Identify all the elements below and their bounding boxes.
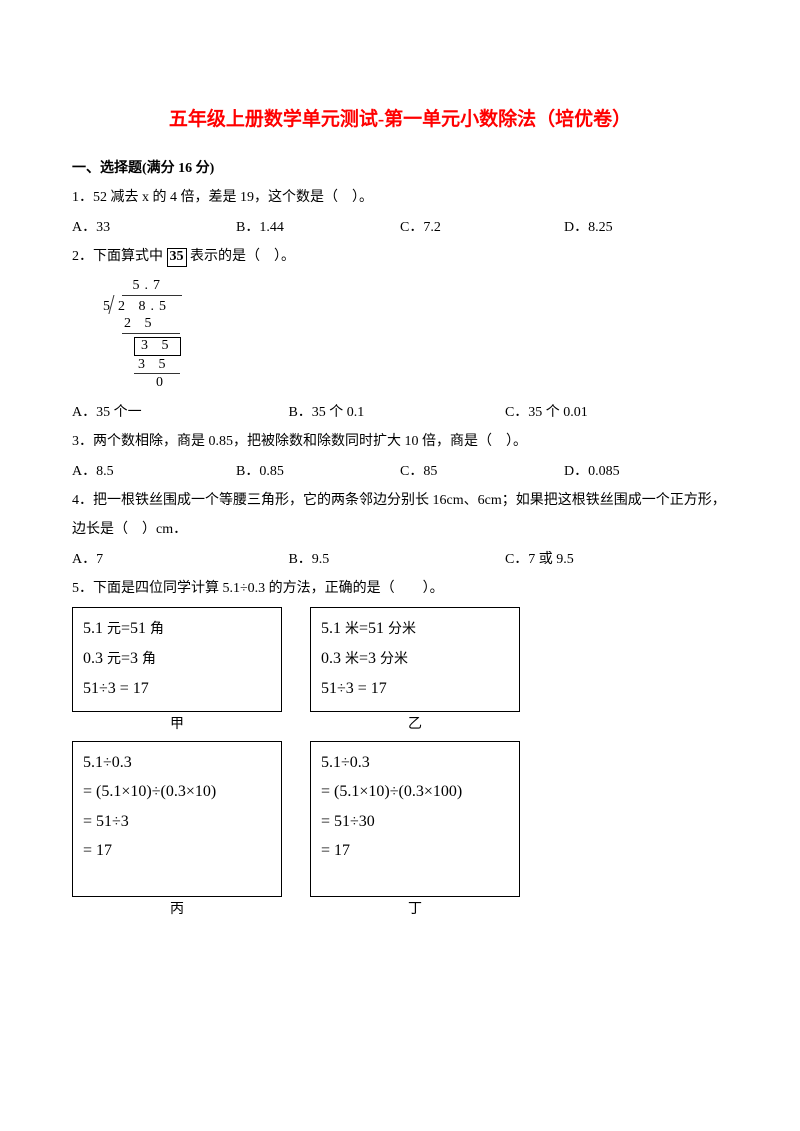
jia-l1: 5.1 元=51 角	[83, 614, 271, 644]
bing-l2: = (5.1×10)÷(0.3×10)	[83, 777, 271, 807]
yi-l3: 51÷3 = 17	[321, 674, 509, 704]
q5-stem: 5．下面是四位同学计算 5.1÷0.3 的方法，正确的是（ ）。	[72, 574, 728, 603]
q4-stem-line1: 4．把一根铁丝围成一个等腰三角形，它的两条邻边分别长 16cm、6cm；如果把这…	[72, 486, 728, 515]
ding-l3: = 51÷30	[321, 807, 509, 837]
jia-l2: 0.3 元=3 角	[83, 644, 271, 674]
q3-opt-a: A．8.5	[72, 457, 236, 486]
yi-l1b: =51	[359, 620, 388, 637]
q2-opt-c: C．35 个 0.01	[505, 398, 721, 427]
q3-stem-a: 3．两个数相除，商是 0.85，把被除数和除数同时扩大 10 倍，商是（	[72, 434, 492, 449]
jia-l2a: 0.3	[83, 650, 107, 667]
jia-l1u: 元	[107, 622, 121, 637]
jia-l1a: 5.1	[83, 620, 107, 637]
yi-l2b: =3	[359, 650, 380, 667]
q2-stem-b: 表示的是（	[190, 249, 260, 264]
q2-opt-b: B．35 个 0.1	[288, 398, 504, 427]
page: 五年级上册数学单元测试-第一单元小数除法（培优卷） 一、选择题(满分 16 分)…	[0, 0, 800, 1131]
division-quotient: 5.7	[122, 277, 182, 296]
q2-opt-a: A．35 个一	[72, 398, 288, 427]
q4-options: A．7 B．9.5 C．7 或 9.5	[72, 545, 728, 574]
bing-l1: 5.1÷0.3	[83, 748, 271, 778]
q1-opt-b: B．1.44	[236, 213, 400, 242]
methods-row-2: 5.1÷0.3 = (5.1×10)÷(0.3×10) = 51÷3 = 17 …	[72, 741, 728, 921]
method-jia-box: 5.1 元=51 角 0.3 元=3 角 51÷3 = 17	[72, 607, 282, 712]
q4-opt-a: A．7	[72, 545, 288, 574]
q1-opt-a: A．33	[72, 213, 236, 242]
jia-l2b: =3	[121, 650, 142, 667]
yi-l2u2: 分米	[380, 652, 408, 667]
division-boxed35: 3 5	[134, 337, 181, 356]
jia-label: 甲	[72, 714, 282, 736]
q2-stem-a: 2．下面算式中	[72, 249, 163, 264]
yi-l1a: 5.1	[321, 620, 345, 637]
yi-l2: 0.3 米=3 分米	[321, 644, 509, 674]
jia-l1b: =51	[121, 620, 150, 637]
q3-stem-b: ）。	[506, 434, 527, 449]
method-ding: 5.1÷0.3 = (5.1×10)÷(0.3×100) = 51÷30 = 1…	[310, 741, 520, 921]
ding-l2: = (5.1×10)÷(0.3×100)	[321, 777, 509, 807]
method-bing-box: 5.1÷0.3 = (5.1×10)÷(0.3×10) = 51÷3 = 17	[72, 741, 282, 897]
method-yi: 5.1 米=51 分米 0.3 米=3 分米 51÷3 = 17 乙	[310, 607, 520, 736]
yi-l2u: 米	[345, 652, 359, 667]
yi-l1u: 米	[345, 622, 359, 637]
page-title-text: 五年级上册数学单元测试-第一单元小数除法（培优卷）	[169, 109, 631, 130]
q4-stem-line2: 边长是（ ）cm．	[72, 515, 728, 544]
division-dividend: 2 8.5	[112, 296, 184, 316]
q4-opt-c: C．7 或 9.5	[505, 545, 721, 574]
yi-l2a: 0.3	[321, 650, 345, 667]
division-step1: 2 5	[122, 315, 244, 333]
bing-l3: = 51÷3	[83, 807, 271, 837]
jia-l1u2: 角	[150, 622, 164, 637]
q1-opt-c: C．7.2	[400, 213, 564, 242]
ding-l1: 5.1÷0.3	[321, 748, 509, 778]
method-ding-box: 5.1÷0.3 = (5.1×10)÷(0.3×100) = 51÷30 = 1…	[310, 741, 520, 897]
method-yi-box: 5.1 米=51 分米 0.3 米=3 分米 51÷3 = 17	[310, 607, 520, 712]
page-title: 五年级上册数学单元测试-第一单元小数除法（培优卷）	[72, 100, 728, 140]
q2-options: A．35 个一 B．35 个 0.1 C．35 个 0.01	[72, 398, 728, 427]
q3-opt-b: B．0.85	[236, 457, 400, 486]
yi-l1: 5.1 米=51 分米	[321, 614, 509, 644]
long-division: 5.7 5 2 8.5 2 5 3 5 3 5 0	[94, 277, 244, 391]
q2-stem-c: ）。	[274, 249, 295, 264]
q1-stem-b: ）。	[352, 190, 373, 205]
q1-opt-d: D．8.25	[564, 213, 728, 242]
q2-stem: 2．下面算式中 35 表示的是（ ）。	[72, 242, 728, 271]
q1-stem: 1．52 减去 x 的 4 倍，差是 19，这个数是（ ）。	[72, 183, 728, 212]
yi-l1u2: 分米	[388, 622, 416, 637]
method-jia: 5.1 元=51 角 0.3 元=3 角 51÷3 = 17 甲	[72, 607, 282, 736]
jia-l3: 51÷3 = 17	[83, 674, 271, 704]
yi-label: 乙	[310, 714, 520, 736]
q2-boxed: 35	[167, 248, 187, 267]
ding-l4: = 17	[321, 836, 509, 866]
bing-l4: = 17	[83, 836, 271, 866]
q3-opt-c: C．85	[400, 457, 564, 486]
methods-row-1: 5.1 元=51 角 0.3 元=3 角 51÷3 = 17 甲 5.1 米=5…	[72, 607, 728, 736]
division-step2: 3 5	[136, 356, 244, 374]
section-heading: 一、选择题(满分 16 分)	[72, 154, 728, 183]
q3-options: A．8.5 B．0.85 C．85 D．0.085	[72, 457, 728, 486]
division-zero: 0	[156, 374, 244, 392]
q1-options: A．33 B．1.44 C．7.2 D．8.25	[72, 213, 728, 242]
q3-opt-d: D．0.085	[564, 457, 728, 486]
q3-stem: 3．两个数相除，商是 0.85，把被除数和除数同时扩大 10 倍，商是（ ）。	[72, 427, 728, 456]
jia-l2u: 元	[107, 652, 121, 667]
q1-stem-a: 1．52 减去 x 的 4 倍，差是 19，这个数是（	[72, 190, 338, 205]
ding-label: 丁	[310, 899, 520, 921]
bing-label: 丙	[72, 899, 282, 921]
division-rule1	[122, 333, 180, 334]
q4-stem2b: ）cm．	[142, 522, 187, 537]
method-bing: 5.1÷0.3 = (5.1×10)÷(0.3×10) = 51÷3 = 17 …	[72, 741, 282, 921]
division-row: 5 2 8.5	[94, 296, 244, 316]
jia-l2u2: 角	[142, 652, 156, 667]
q4-opt-b: B．9.5	[288, 545, 504, 574]
division-quotient-text: 5.7	[133, 278, 166, 293]
q4-stem2a: 边长是（	[72, 522, 128, 537]
